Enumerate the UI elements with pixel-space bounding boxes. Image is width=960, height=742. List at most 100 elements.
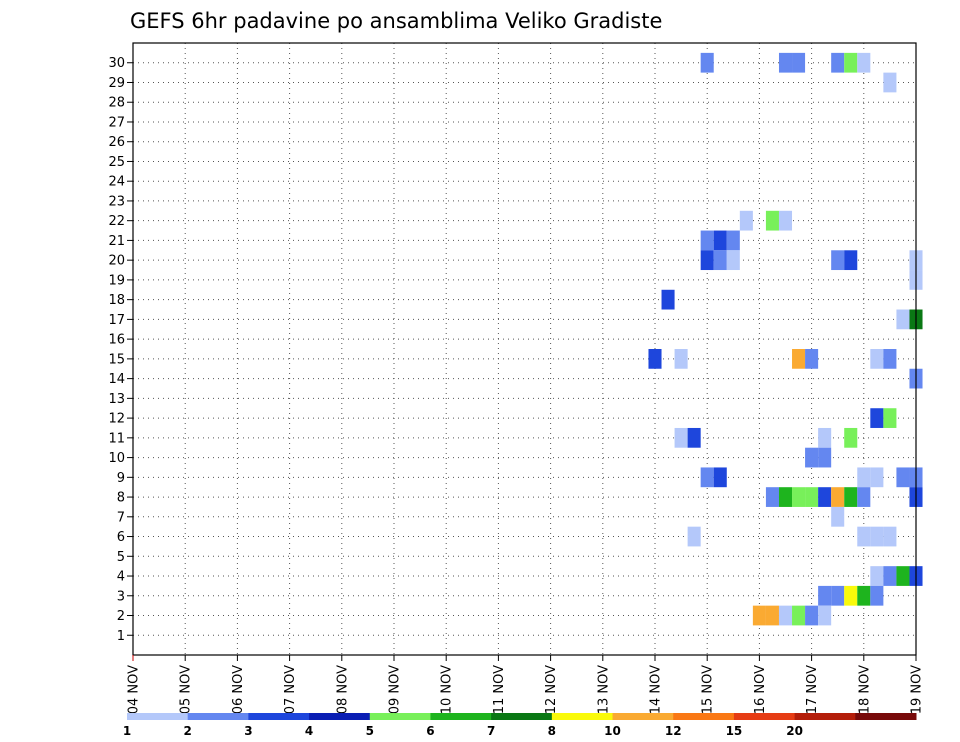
colorbar-swatch: [248, 713, 310, 720]
heatmap-cell: [700, 230, 714, 251]
chart-title: GEFS 6hr padavine po ansamblima Veliko G…: [130, 9, 662, 33]
y-tick-label: 30: [108, 56, 125, 71]
y-tick-label: 22: [108, 214, 125, 229]
colorbar-label: 3: [244, 724, 252, 738]
y-tick-label: 7: [117, 510, 125, 525]
x-tick-label: 10 NOV: [440, 665, 455, 714]
y-axis: 1234567891011121314151617181920212223242…: [108, 56, 133, 644]
heatmap-cell: [792, 52, 806, 73]
heatmap-cell: [831, 250, 845, 271]
x-axis: 04 NOV 05 NOV 06 NOV 07 NOV 08 NOV 09 NOV 10 N…: [127, 655, 925, 714]
y-tick-label: 19: [108, 273, 125, 288]
colorbar-label: 8: [548, 724, 556, 738]
y-tick-label: 6: [117, 530, 125, 545]
colorbar-swatch: [612, 713, 674, 720]
colorbar-swatch: [673, 713, 735, 720]
y-tick-label: 27: [108, 115, 125, 130]
x-tick-label: 09 NOV: [388, 665, 403, 714]
heatmap-cell: [648, 349, 662, 369]
colorbar-swatch: [551, 713, 614, 720]
heatmap-cell: [713, 250, 727, 271]
y-tick-label: 26: [108, 135, 125, 150]
heatmap-cell: [765, 210, 779, 231]
heatmap-cell: [700, 52, 714, 73]
heatmap-cell: [844, 250, 858, 271]
colorbar-swatch: [794, 713, 856, 720]
heatmap-cell: [818, 585, 832, 606]
y-tick-label: 20: [108, 254, 125, 269]
heatmap-cell: [778, 210, 793, 231]
heatmap-cell: [896, 467, 910, 488]
heatmap-cell: [831, 585, 845, 606]
heatmap-cell: [896, 566, 910, 586]
grid-lines: [133, 43, 916, 655]
x-tick-label: 15 NOV: [701, 665, 716, 714]
heatmap-cell: [831, 52, 845, 73]
heatmap-cell: [857, 487, 871, 507]
heatmap-cell: [870, 585, 884, 606]
colorbar: 1 2 3 4 5 6 7 8 10 12 15 20: [123, 713, 917, 738]
y-tick-label: 17: [108, 313, 125, 328]
y-tick-label: 13: [108, 392, 125, 407]
heatmap-cell: [896, 309, 910, 330]
heatmap-cell: [883, 526, 897, 547]
heatmap-cell: [792, 349, 806, 369]
y-tick-label: 8: [117, 491, 125, 506]
x-tick-label: 05 NOV: [179, 665, 194, 714]
x-tick-label: 12 NOV: [544, 665, 559, 714]
heatmap-cell: [700, 467, 714, 488]
x-tick-label: 18 NOV: [857, 665, 872, 714]
colorbar-label: 5: [366, 724, 374, 738]
heatmap-cell: [687, 526, 701, 547]
heatmap-cell: [818, 605, 832, 626]
x-tick-label: 13 NOV: [596, 665, 611, 714]
y-tick-label: 5: [117, 550, 125, 565]
heatmap-cell: [844, 585, 858, 606]
plot-frame: [132, 42, 917, 656]
heatmap-cell: [713, 230, 727, 251]
heatmap-cell: [726, 250, 740, 271]
heatmap-cell: [805, 605, 819, 626]
heatmap-cell: [870, 349, 884, 369]
y-tick-label: 16: [108, 333, 125, 348]
heatmap-cell: [778, 52, 793, 73]
x-tick-label: 06 NOV: [231, 665, 246, 714]
heatmap-cell: [726, 230, 740, 251]
heatmap-cell: [752, 605, 766, 626]
heatmap-cell: [674, 427, 688, 448]
x-tick-label: 14 NOV: [649, 665, 664, 714]
colorbar-label: 7: [487, 724, 495, 738]
y-tick-label: 1: [117, 629, 125, 644]
heatmap-cell: [844, 487, 858, 507]
x-tick-label: 16 NOV: [753, 665, 768, 714]
colorbar-label: 20: [786, 724, 803, 738]
heatmap-cell: [870, 566, 884, 586]
y-tick-label: 21: [108, 234, 125, 249]
x-tick-label: 07 NOV: [283, 665, 298, 714]
y-tick-label: 10: [108, 451, 125, 466]
heatmap-cell: [883, 72, 897, 93]
y-tick-label: 15: [108, 352, 125, 367]
heatmap-cell: [805, 447, 819, 468]
y-tick-label: 9: [117, 471, 125, 486]
heatmap-cell: [674, 349, 688, 369]
heatmap-cell: [765, 487, 779, 507]
heatmap-cell: [818, 447, 832, 468]
colorbar-label: 1: [123, 724, 131, 738]
heatmap-cell: [661, 289, 675, 310]
heatmap-cell: [831, 506, 845, 527]
heatmap-cell: [883, 408, 897, 428]
heatmap-cell: [765, 605, 779, 626]
heatmap-cell: [870, 526, 884, 547]
heatmap-cell: [713, 467, 727, 488]
x-tick-label: 04 NOV: [127, 665, 142, 714]
x-tick-label: 19 NOV: [910, 665, 925, 714]
y-tick-label: 2: [117, 609, 125, 624]
heatmap-cell: [844, 427, 858, 448]
y-tick-label: 18: [108, 293, 125, 308]
heatmap-cell: [844, 52, 858, 73]
x-tick-label: 11 NOV: [492, 665, 507, 714]
x-tick-label: 08 NOV: [335, 665, 350, 714]
y-tick-label: 11: [108, 431, 125, 446]
